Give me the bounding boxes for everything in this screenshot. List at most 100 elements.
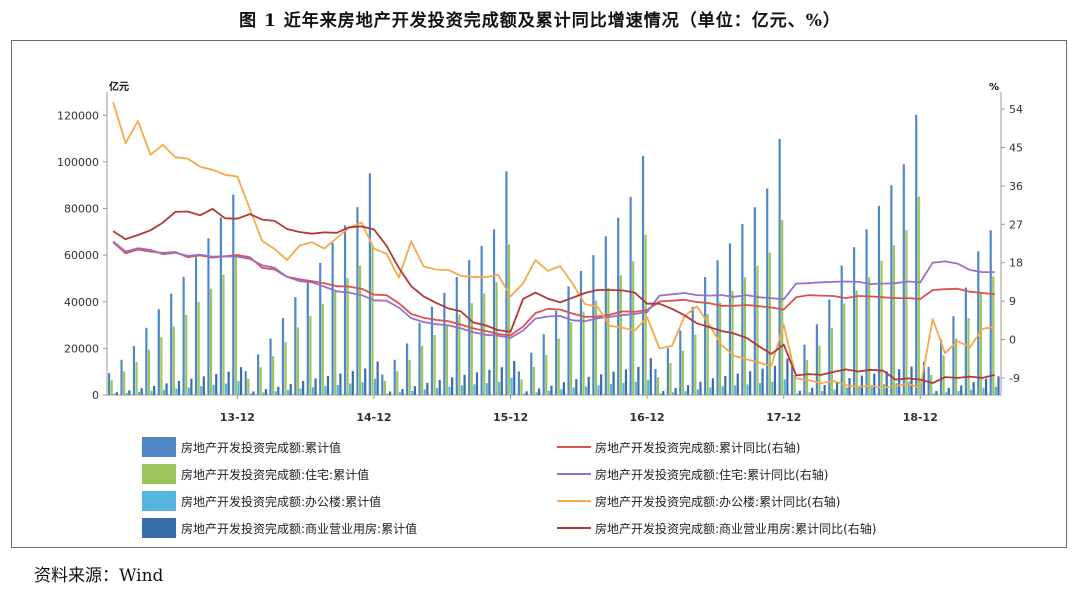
- bar: [197, 301, 200, 395]
- bar: [858, 386, 861, 395]
- bar: [485, 383, 488, 395]
- bar: [883, 384, 886, 395]
- bar: [252, 391, 255, 395]
- bar: [128, 390, 131, 395]
- bar: [820, 391, 824, 395]
- bar: [922, 361, 926, 395]
- figure-title: 图 1 近年来房地产开发投资完成额及累计同比增速情况（单位：亿元、%）: [239, 11, 841, 31]
- bar: [445, 325, 449, 395]
- bar: [860, 375, 863, 395]
- bar: [157, 309, 160, 395]
- bar: [170, 293, 173, 395]
- bar: [932, 393, 935, 395]
- bar: [145, 327, 148, 395]
- bar: [162, 389, 166, 395]
- bar: [811, 387, 814, 395]
- bar: [796, 393, 799, 395]
- bar: [284, 342, 287, 395]
- bar: [426, 382, 429, 395]
- bar: [324, 386, 327, 395]
- bar: [249, 393, 252, 395]
- bar: [597, 385, 600, 395]
- bar: [438, 379, 441, 395]
- series-line: [112, 241, 995, 337]
- bar: [736, 373, 739, 395]
- bar: [153, 385, 156, 395]
- bar: [227, 371, 230, 395]
- bar: [530, 352, 533, 395]
- bar: [436, 387, 439, 395]
- bar: [756, 265, 759, 395]
- bar: [910, 366, 913, 395]
- bar: [612, 371, 615, 395]
- bar: [138, 391, 141, 395]
- bar: [790, 366, 794, 395]
- bar: [319, 262, 322, 395]
- bar: [334, 290, 337, 395]
- bar: [545, 354, 548, 395]
- bar: [798, 390, 801, 395]
- bar: [969, 389, 973, 395]
- bar: [964, 287, 967, 395]
- bar: [555, 310, 558, 395]
- bar: [833, 389, 836, 395]
- bar: [935, 391, 938, 395]
- bar: [433, 335, 436, 395]
- bar: [828, 299, 831, 395]
- bar: [470, 303, 473, 395]
- bar: [418, 322, 421, 395]
- bar: [830, 328, 833, 395]
- left-tick-label: 120000: [57, 109, 99, 122]
- bar: [634, 381, 637, 395]
- bar: [898, 369, 901, 395]
- legend-swatch: [142, 491, 176, 511]
- bar: [339, 373, 342, 395]
- bar: [346, 278, 349, 395]
- bar: [793, 375, 796, 395]
- bar: [207, 238, 210, 395]
- bar: [699, 381, 702, 395]
- bar: [984, 378, 988, 395]
- legend-swatch: [142, 518, 176, 538]
- bar: [778, 139, 781, 395]
- x-tick-label: 16-12: [630, 411, 665, 424]
- bar: [835, 381, 839, 395]
- bar: [895, 383, 898, 395]
- bar: [706, 313, 709, 395]
- bar: [172, 326, 175, 395]
- bar: [870, 385, 873, 395]
- bar: [113, 393, 116, 395]
- legend-label: 房地产开发投资完成额:累计值: [181, 440, 341, 455]
- bar: [212, 384, 215, 395]
- right-tick-label: -9: [1009, 372, 1020, 385]
- bar: [190, 378, 193, 395]
- legend-swatch: [142, 437, 176, 457]
- bar: [244, 371, 247, 395]
- bar: [855, 290, 858, 395]
- bar: [681, 350, 684, 395]
- bar: [376, 361, 379, 395]
- x-tick-label: 13-12: [220, 411, 255, 424]
- bar: [430, 306, 434, 395]
- bar: [135, 362, 138, 395]
- bar: [724, 375, 727, 395]
- bar: [967, 318, 970, 395]
- bar: [532, 366, 535, 395]
- bar: [272, 356, 275, 395]
- bar: [818, 345, 821, 395]
- bar: [823, 384, 826, 395]
- bar: [805, 360, 809, 395]
- bar: [781, 219, 784, 395]
- series-line: [112, 240, 995, 339]
- right-tick-label: 18: [1009, 257, 1023, 270]
- bar: [587, 376, 590, 395]
- bar: [575, 379, 578, 395]
- bar: [920, 381, 923, 395]
- bar: [609, 384, 613, 395]
- bar: [761, 368, 764, 395]
- bar: [567, 286, 570, 395]
- bar: [234, 257, 237, 395]
- bar: [977, 251, 980, 395]
- right-tick-label: 0: [1009, 334, 1016, 347]
- bar: [185, 314, 188, 395]
